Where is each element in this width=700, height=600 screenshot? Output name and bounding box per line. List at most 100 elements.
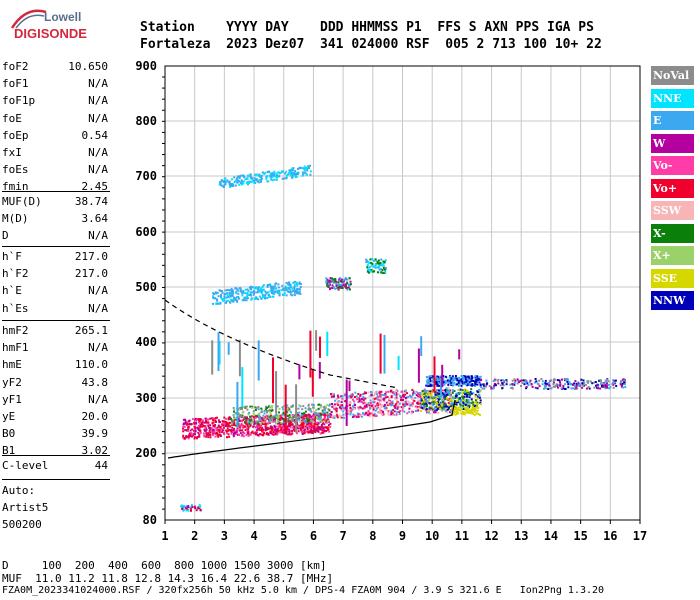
echo-point [406, 392, 408, 395]
echo-point [451, 406, 454, 409]
echo-point [568, 381, 571, 384]
echo-point [187, 426, 190, 429]
echo-point [342, 407, 345, 410]
echo-point [454, 383, 457, 386]
echo-point [242, 419, 245, 422]
echo-point [407, 395, 410, 398]
echo-point [474, 393, 477, 396]
echo-point [273, 178, 276, 181]
echo-point [470, 392, 473, 395]
parameter-row: fxI N/A [2, 144, 108, 161]
parameter-row: h`F2 217.0 [2, 265, 108, 282]
echo-point [425, 399, 428, 402]
echo-point [230, 294, 232, 297]
echo-point [486, 382, 489, 385]
echo-point [417, 399, 420, 402]
echo-point [187, 505, 190, 507]
echo-point [444, 396, 447, 399]
echo-point [427, 394, 430, 397]
echo-point [320, 421, 323, 423]
echo-point [287, 173, 290, 176]
echo-point [311, 403, 314, 406]
echo-streak [272, 357, 274, 404]
echo-point [333, 280, 336, 283]
echo-point [212, 428, 215, 431]
echo-point [442, 377, 445, 380]
echo-point [257, 298, 260, 301]
echo-point [454, 375, 457, 377]
echo-point [197, 507, 200, 510]
echo-point [279, 172, 282, 174]
echo-point [454, 378, 457, 381]
echo-point [247, 419, 250, 422]
echo-point [362, 396, 365, 398]
profile-curve [167, 399, 456, 459]
echo-point [283, 177, 286, 180]
echo-point [547, 388, 550, 390]
echo-point [232, 435, 235, 438]
echo-point [510, 387, 513, 389]
echo-point [502, 379, 505, 382]
echo-point [402, 393, 405, 396]
echo-point [368, 413, 371, 416]
echo-point [306, 167, 309, 170]
echo-point [200, 422, 203, 424]
echo-point [450, 405, 453, 408]
echo-point [228, 435, 231, 438]
echo-point [413, 399, 416, 402]
echo-point [423, 400, 426, 403]
echo-point [278, 291, 281, 294]
echo-point [373, 394, 376, 397]
echo-point [439, 404, 442, 407]
echo-point [259, 425, 262, 428]
echo-point [356, 398, 359, 401]
echo-point [434, 380, 437, 383]
echo-point [325, 280, 328, 283]
echo-point [421, 390, 424, 392]
echo-point [207, 432, 210, 435]
echo-point [319, 419, 322, 422]
echo-point [623, 379, 626, 382]
echo-point [411, 397, 414, 400]
echo-point [379, 407, 382, 410]
echo-point [334, 406, 337, 409]
echo-point [185, 508, 188, 510]
echo-point [527, 384, 530, 387]
echo-point [419, 391, 422, 394]
echo-point [372, 401, 375, 404]
x-tick-label: 7 [340, 529, 347, 543]
echo-point [255, 287, 258, 290]
echo-point [464, 375, 467, 378]
echo-point [263, 173, 266, 176]
echo-point [238, 434, 240, 436]
echo-point [240, 414, 243, 417]
echo-point [330, 279, 333, 282]
echo-point [565, 378, 568, 381]
echo-point [559, 384, 562, 387]
echo-point [187, 423, 190, 426]
echo-point [462, 397, 465, 400]
echo-point [464, 391, 467, 394]
echo-point [263, 421, 266, 424]
echo-point [232, 431, 235, 433]
echo-point [330, 393, 333, 396]
echo-point [312, 427, 315, 430]
echo-point [466, 409, 469, 412]
echo-point [227, 433, 230, 436]
echo-point [431, 380, 434, 382]
echo-point [337, 279, 340, 282]
echo-point [219, 435, 222, 437]
echo-point [444, 410, 447, 413]
echo-point [253, 418, 256, 420]
echo-point [478, 396, 481, 399]
echo-point [460, 384, 463, 387]
echo-point [213, 293, 216, 295]
echo-point [293, 425, 296, 428]
echo-point [322, 418, 325, 421]
echo-point [444, 403, 447, 406]
echo-streak [326, 331, 329, 357]
echo-point [258, 415, 260, 418]
echo-point [456, 399, 458, 402]
echo-point [187, 435, 190, 438]
echo-point [262, 414, 265, 417]
